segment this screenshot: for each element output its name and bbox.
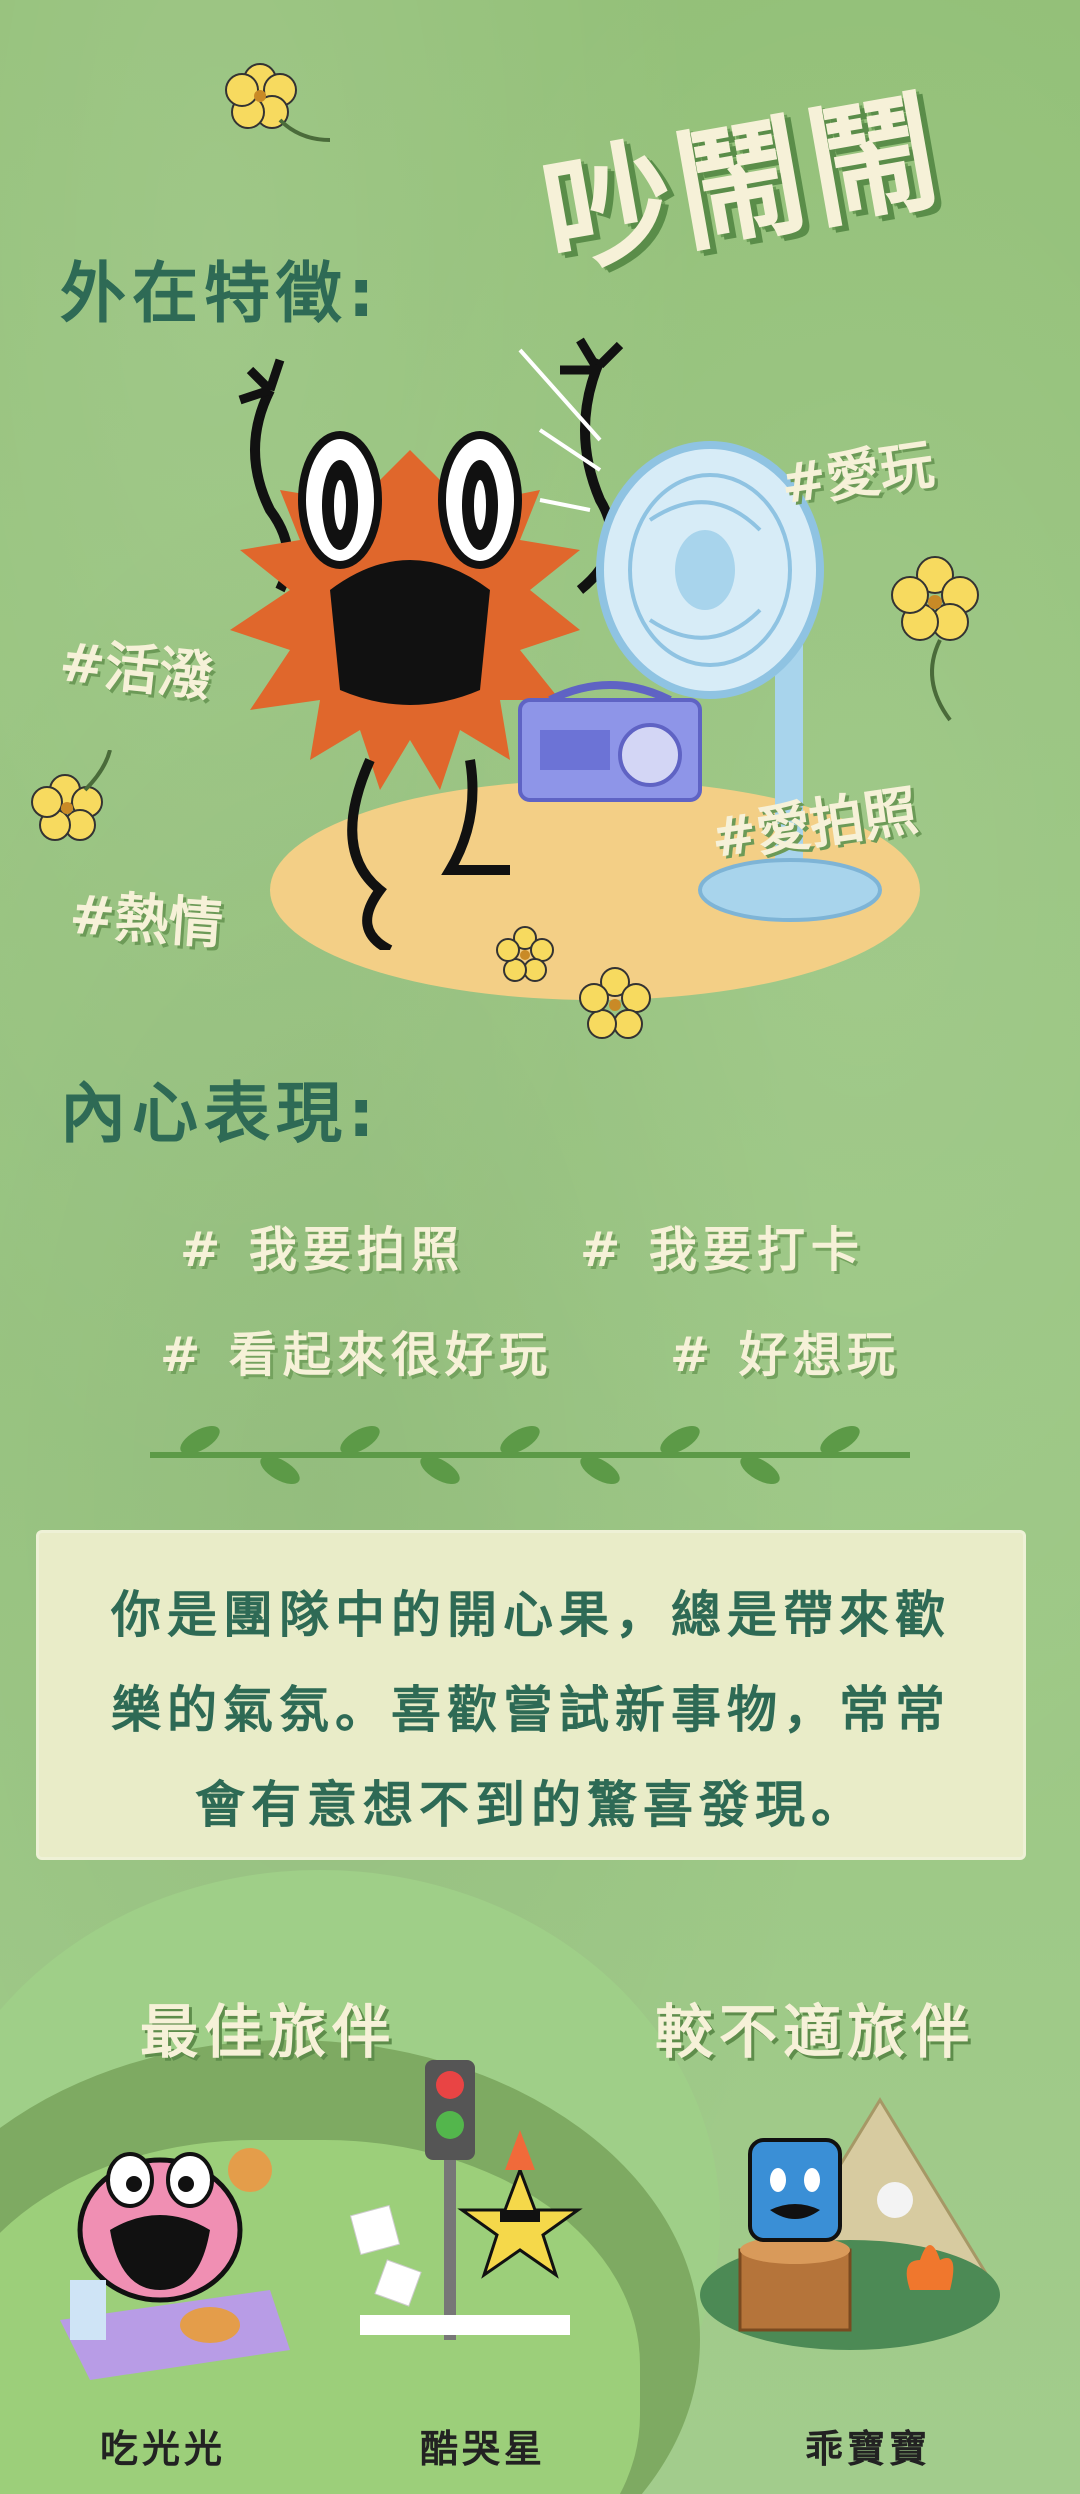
page-title: 吵鬧鬧 — [531, 75, 955, 295]
electric-fan-icon — [596, 441, 882, 922]
description-line: 會有意想不到的驚喜發現。 — [195, 1776, 867, 1834]
description-line: 樂的氣氛。喜歡嘗試新事物，常常 — [111, 1681, 951, 1739]
tag-passionate: #熱情 — [67, 882, 225, 957]
tag-lively: #活潑 — [56, 630, 216, 709]
inner-tag-looks-fun: # 看起來很好玩 — [160, 1327, 553, 1383]
companion-label-cool-cry-star: 酷哭星 — [420, 2427, 547, 2471]
inner-traits-heading: 內心表現: — [60, 1075, 381, 1152]
food-monster-icon — [60, 2148, 290, 2380]
outer-traits-heading: 外在特徵: — [60, 255, 381, 332]
companion-label-good-baby: 乖寶寶 — [805, 2427, 932, 2471]
flower-icon — [891, 556, 979, 722]
inner-tag-check-in: # 我要打卡 — [580, 1222, 865, 1278]
star-traffic-light-icon — [349, 2060, 583, 2340]
flower-icon — [496, 926, 554, 982]
flower-icon — [579, 967, 651, 1039]
inner-tag-take-photo: # 我要拍照 — [180, 1222, 465, 1278]
inner-tag-want-to-play: # 好想玩 — [670, 1327, 901, 1383]
vine-divider-icon — [150, 1426, 910, 1484]
description-box: 你是團隊中的開心果，總是帶來歡 樂的氣氛。喜歡嘗試新事物，常常 會有意想不到的驚… — [36, 1530, 1026, 1860]
description-line: 你是團隊中的開心果，總是帶來歡 — [111, 1586, 951, 1644]
flower-icon — [31, 750, 112, 841]
boombox-icon — [518, 681, 702, 802]
flower-icon — [225, 63, 331, 142]
companion-label-eat-all: 吃光光 — [100, 2427, 227, 2471]
noisy-character-icon — [230, 337, 624, 950]
best-companion-heading: 最佳旅伴 — [140, 1998, 397, 2066]
blue-cube-camping-icon — [700, 2097, 1000, 2350]
worst-companion-heading: 較不適旅伴 — [655, 1998, 976, 2066]
